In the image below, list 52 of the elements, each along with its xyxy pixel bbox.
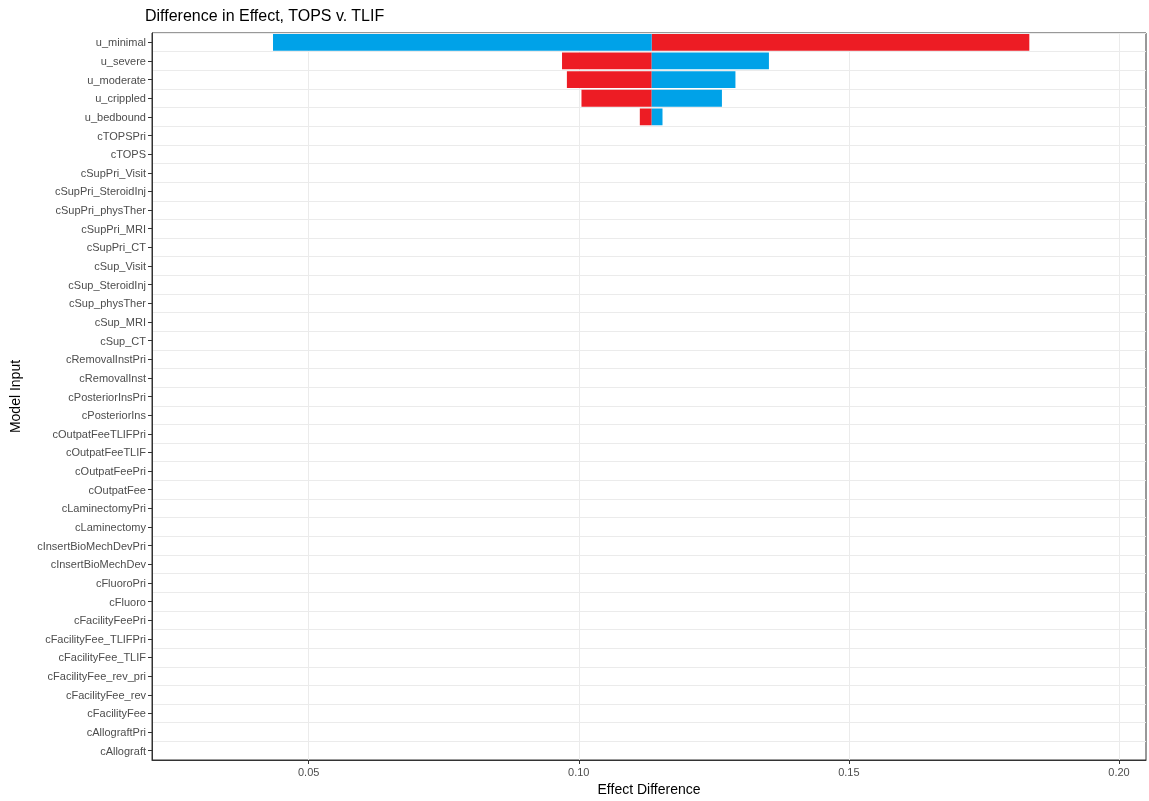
y-axis-title: Model Input: [7, 359, 23, 434]
y-tick-label: cAllograftPri: [86, 726, 146, 739]
y-tick-label: cFacilityFee_TLIFPri: [45, 632, 146, 645]
y-tick-label: cSup_SteroidInj: [68, 278, 146, 291]
y-tick-label: cAllograft: [100, 744, 146, 757]
bar: [273, 33, 652, 51]
bar: [651, 33, 1030, 51]
y-tick-label: cOutpatFeePri: [75, 465, 146, 478]
y-tick-label: cTOPSPri: [97, 129, 146, 142]
y-tick-label: cFacilityFee: [87, 707, 146, 720]
y-tick-label: cFacilityFeePri: [73, 614, 146, 627]
y-tick-label: cSupPri_MRI: [81, 222, 146, 235]
x-axis-title: Effect Difference: [597, 781, 701, 797]
y-tick-label: u_bedbound: [84, 110, 146, 123]
y-tick-label: cInsertBioMechDevPri: [37, 539, 146, 552]
bar: [651, 52, 769, 70]
y-tick-label: u_severe: [100, 54, 146, 67]
y-tick-label: cSupPri_SteroidInj: [54, 185, 146, 198]
y-tick-label: u_moderate: [87, 73, 146, 86]
y-tick-label: cOutpatFee: [88, 483, 146, 496]
bar: [562, 52, 652, 70]
y-tick-label: cPosteriorInsPri: [68, 390, 146, 403]
y-tick-label: cFluoroPri: [95, 576, 146, 589]
x-tick-label: 0.15: [838, 765, 860, 778]
y-tick-label: cRemovalInst: [79, 371, 146, 384]
y-tick-label: cFluoro: [109, 595, 146, 608]
y-tick-label: u_crippled: [95, 92, 146, 105]
y-tick-label: cFacilityFee_TLIF: [58, 651, 147, 664]
y-tick-label: cSupPri_physTher: [55, 204, 147, 217]
y-tick-label: cInsertBioMechDev: [50, 558, 147, 571]
y-tick-label: u_minimal: [95, 36, 146, 49]
x-tick-label: 0.05: [297, 765, 320, 778]
y-tick-label: cRemovalInstPri: [65, 353, 146, 366]
bar: [651, 71, 736, 88]
y-tick-label: cSup_Visit: [94, 260, 146, 273]
y-tick-label: cFacilityFee_rev_pri: [47, 670, 146, 683]
y-tick-label: cTOPS: [110, 148, 146, 161]
y-tick-label: cOutpatFeeTLIF: [65, 446, 147, 459]
x-tick-label: 0.10: [568, 765, 590, 778]
y-tick-label: cFacilityFee_rev: [65, 688, 147, 701]
y-tick-label: cOutpatFeeTLIFPri: [52, 427, 146, 440]
y-tick-label: cSup_physTher: [68, 297, 147, 310]
y-tick-label: cLaminectomy: [75, 520, 147, 533]
chart-title: Difference in Effect, TOPS v. TLIF: [145, 6, 385, 24]
y-tick-label: cSup_CT: [100, 334, 147, 347]
y-tick-label: cSupPri_Visit: [80, 166, 146, 179]
y-tick-label: cSup_MRI: [94, 315, 146, 328]
x-tick-label: 0.20: [1108, 765, 1130, 778]
bar: [566, 71, 652, 88]
y-tick-label: cPosteriorIns: [81, 409, 147, 422]
y-tick-label: cSupPri_CT: [86, 241, 147, 254]
y-tick-label: cLaminectomyPri: [61, 502, 146, 515]
